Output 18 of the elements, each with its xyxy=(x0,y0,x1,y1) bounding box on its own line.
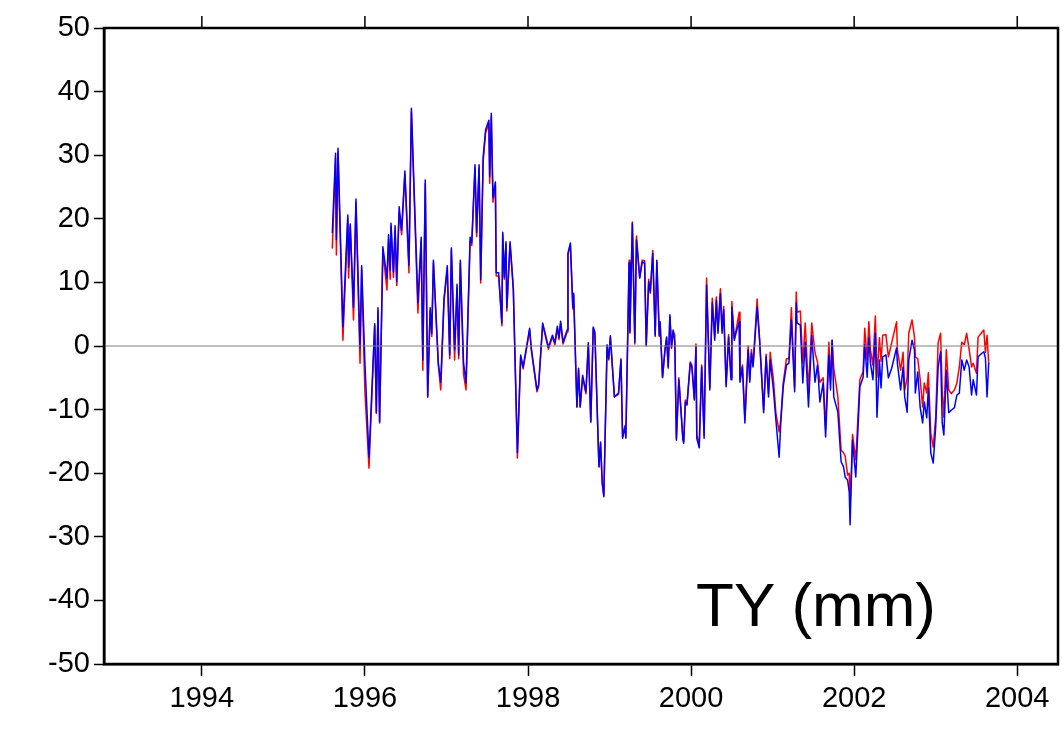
y-tick-label: 40 xyxy=(57,73,90,106)
y-tick-label: 30 xyxy=(57,137,90,170)
y-tick-label: 50 xyxy=(57,10,90,42)
y-tick-label: 20 xyxy=(57,200,90,233)
x-tick-label: 1994 xyxy=(169,681,235,714)
y-tick-label: -40 xyxy=(48,582,90,615)
y-tick-label: 10 xyxy=(57,264,90,297)
x-tick-label: 1996 xyxy=(332,681,398,714)
x-tick-label: 2002 xyxy=(821,681,887,714)
y-tick-label: 0 xyxy=(73,328,90,360)
x-tick-label: 2000 xyxy=(658,681,724,714)
y-tick-label: -20 xyxy=(48,455,90,488)
y-tick-label: -30 xyxy=(48,518,90,551)
y-tick-label: -50 xyxy=(48,646,90,678)
y-tick-label: -10 xyxy=(48,391,90,424)
x-tick-label: 1998 xyxy=(495,681,561,714)
annotation: TY (mm) xyxy=(696,570,936,639)
x-tick-label: 2004 xyxy=(984,681,1050,714)
